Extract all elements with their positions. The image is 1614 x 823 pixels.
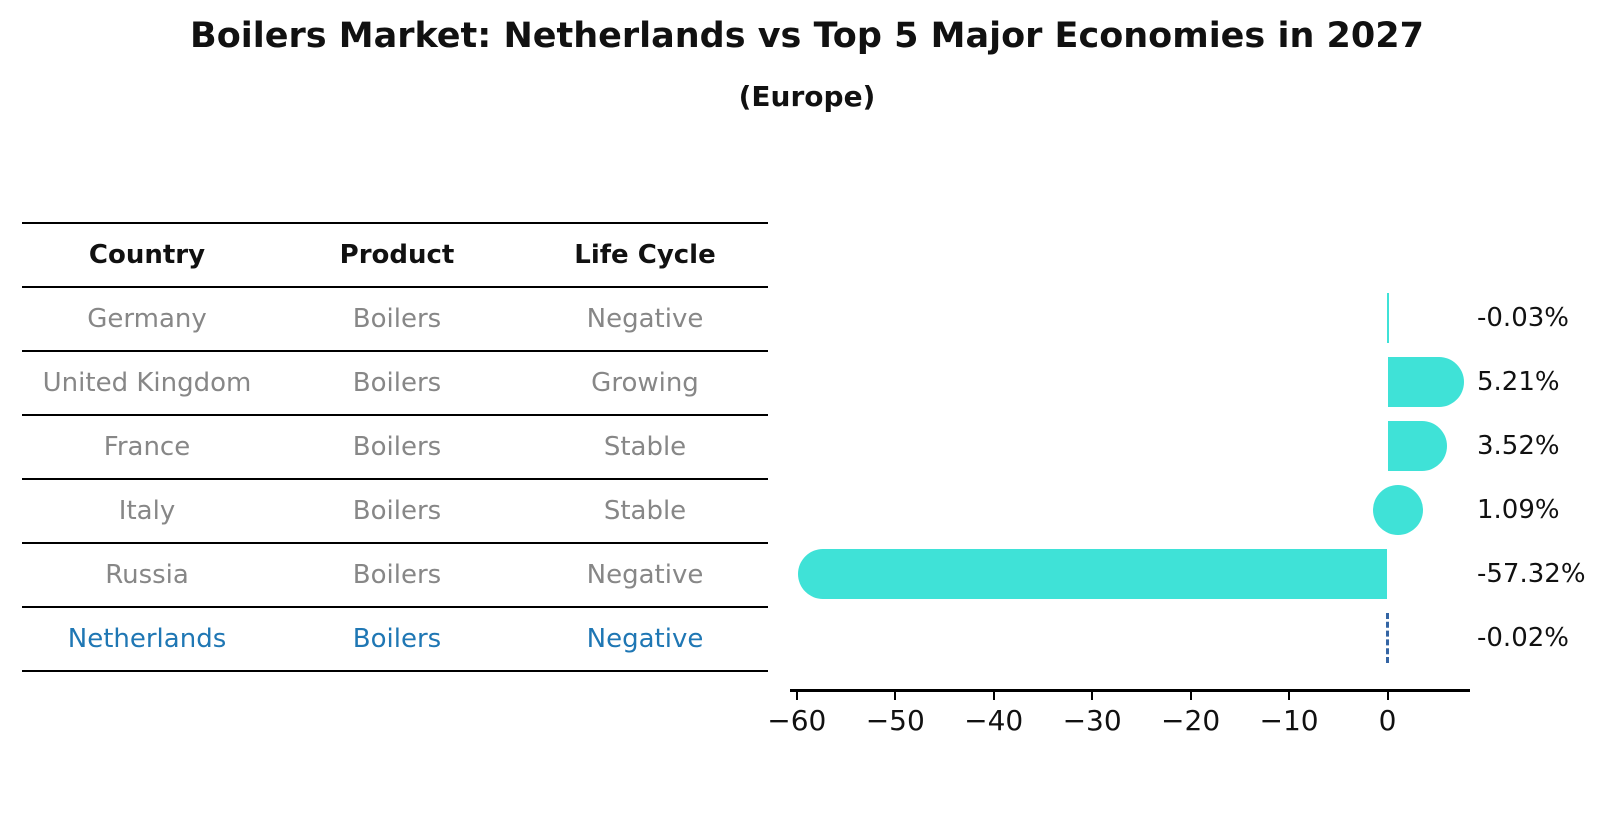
x-axis-tick-label: −20 [1161, 704, 1221, 737]
value-label-united-kingdom: 5.21% [1477, 367, 1560, 397]
country-cell: Netherlands [67, 624, 227, 654]
country-cell: France [103, 432, 191, 462]
bar-russia [798, 549, 1388, 599]
product-cell: Boilers [352, 432, 442, 462]
table-row-france: France Boilers Stable [22, 414, 768, 478]
x-axis-tick-label: −40 [964, 704, 1024, 737]
x-axis-tick [1189, 690, 1192, 700]
x-axis-tick-label: −50 [865, 704, 925, 737]
lifecycle-cell: Negative [586, 560, 704, 590]
product-cell: Boilers [352, 496, 442, 526]
value-label-netherlands: -0.02% [1477, 623, 1569, 653]
x-axis-tick [1386, 690, 1389, 700]
lifecycle-cell: Stable [603, 496, 687, 526]
x-axis-tick [894, 690, 897, 700]
country-cell: Russia [105, 560, 189, 590]
product-cell: Boilers [352, 368, 442, 398]
table-header-cell-product: Product [339, 240, 455, 270]
country-cell: United Kingdom [42, 368, 252, 398]
table-header-cell-life-cycle: Life Cycle [574, 240, 716, 270]
lifecycle-cell: Negative [586, 304, 704, 334]
chart-title: Boilers Market: Netherlands vs Top 5 Maj… [190, 16, 1424, 56]
bar-italy [1373, 485, 1424, 535]
country-cell: Italy [118, 496, 176, 526]
x-axis-tick-label: −60 [767, 704, 827, 737]
bar-france [1387, 421, 1448, 471]
x-axis-tick [795, 690, 798, 700]
value-label-france: 3.52% [1477, 431, 1560, 461]
lifecycle-cell: Stable [603, 432, 687, 462]
table-header-cell-country: Country [88, 240, 206, 270]
table-row-netherlands: Netherlands Boilers Negative [22, 606, 768, 670]
value-label-russia: -57.32% [1477, 559, 1586, 589]
value-label-germany: -0.03% [1477, 303, 1569, 333]
table-row-italy: Italy Boilers Stable [22, 478, 768, 542]
x-axis-tick [992, 690, 995, 700]
product-cell: Boilers [352, 560, 442, 590]
lifecycle-cell: Growing [591, 368, 699, 398]
product-cell: Boilers [352, 624, 442, 654]
bar-united-kingdom [1387, 357, 1464, 407]
table-row-germany: Germany Boilers Negative [22, 286, 768, 350]
x-axis-line [790, 688, 1470, 692]
product-cell: Boilers [352, 304, 442, 334]
table-header-row: Country Product Life Cycle [22, 222, 768, 286]
country-cell: Germany [87, 304, 207, 334]
table-row-united-kingdom: United Kingdom Boilers Growing [22, 350, 768, 414]
table-row-russia: Russia Boilers Negative [22, 542, 768, 606]
lifecycle-cell: Negative [586, 624, 704, 654]
chart-subtitle: (Europe) [738, 80, 876, 113]
x-axis-tick-label: 0 [1378, 704, 1397, 737]
bar-germany [1386, 293, 1389, 343]
x-axis-tick-label: −30 [1062, 704, 1122, 737]
x-axis-tick [1091, 690, 1094, 700]
highlight-dashed-line-netherlands [1386, 613, 1389, 663]
value-label-italy: 1.09% [1477, 495, 1560, 525]
x-axis-tick [1288, 690, 1291, 700]
x-axis-tick-label: −10 [1259, 704, 1319, 737]
country-table: Country Product Life Cycle Germany Boilers Ne… [22, 222, 768, 672]
